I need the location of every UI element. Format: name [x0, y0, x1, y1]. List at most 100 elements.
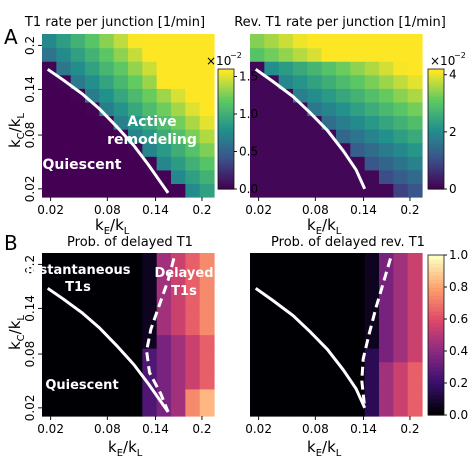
heatmap-cell: [336, 253, 351, 268]
heatmap-cell: [171, 253, 186, 268]
heatmap-cell: [142, 115, 158, 130]
heatmap-cell: [113, 266, 129, 281]
heatmap-cell: [321, 361, 337, 376]
colorbar-b-swatch: [428, 339, 444, 344]
heatmap-cell: [379, 74, 394, 89]
heatmap-cell: [128, 88, 143, 103]
heatmap-cell: [85, 129, 100, 144]
colorbar-a1-swatch: [218, 165, 234, 169]
heatmap-cell: [199, 88, 215, 103]
heatmap-rev-t1-rate: [250, 34, 423, 198]
heatmap-cell: [199, 388, 215, 404]
heatmap-cell: [99, 183, 115, 198]
annotation-instantaneous: Instantaneous: [25, 263, 130, 278]
heatmap-cell: [336, 334, 351, 349]
heatmap-cell: [42, 115, 57, 130]
svg-text:kE/kL: kE/kL: [108, 438, 143, 459]
heatmap-cell: [156, 183, 172, 198]
heatmap-cell: [350, 101, 366, 117]
x-tick-label-b1: 0.08: [94, 422, 121, 436]
heatmap-cell: [250, 74, 265, 89]
heatmap-cell: [85, 375, 100, 390]
heatmap-cell: [156, 47, 172, 62]
colorbar-b-swatch: [428, 351, 444, 356]
heatmap-cell: [99, 375, 115, 390]
heatmap-cell: [393, 88, 409, 103]
heatmap-prob-delayed-rev-t1: [250, 253, 423, 417]
heatmap-cell: [278, 320, 294, 336]
heatmap-cell: [393, 183, 409, 198]
heatmap-cell: [364, 34, 380, 49]
colorbar-b-swatch: [428, 343, 444, 348]
colorbar-a2-swatch: [428, 138, 444, 142]
heatmap-cell: [379, 156, 394, 171]
x-tick-label-a2: 0.14: [350, 203, 377, 217]
heatmap-cell: [171, 348, 186, 363]
heatmap-cell: [42, 74, 57, 89]
heatmap-cell: [99, 293, 115, 308]
x-tick-label-a2: 0.2: [400, 203, 419, 217]
heatmap-cell: [293, 169, 308, 185]
heatmap-cell: [85, 115, 100, 130]
heatmap-cell: [278, 388, 294, 404]
colorbar-a1-swatch: [218, 81, 234, 85]
heatmap-cell: [393, 334, 409, 349]
colorbar-b-swatch: [428, 407, 444, 412]
heatmap-cell: [321, 266, 337, 281]
heatmap-cell: [171, 61, 186, 76]
heatmap-cell: [407, 253, 423, 268]
heatmap-cell: [171, 280, 186, 295]
colorbar-b-tick-label: 0.0: [449, 408, 468, 422]
colorbar-a2-swatch: [428, 186, 444, 190]
heatmap-cell: [185, 361, 201, 376]
heatmap-cell: [407, 142, 423, 157]
heatmap-cell: [56, 88, 72, 103]
heatmap-cell: [171, 156, 186, 171]
heatmap-cell: [321, 156, 337, 171]
heatmap-cell: [364, 74, 380, 89]
heatmap-cell: [70, 156, 86, 171]
colorbar-b-tick-label: 0.6: [449, 312, 468, 326]
heatmap-cell: [185, 101, 201, 117]
heatmap-cell: [364, 115, 380, 130]
annotation-instantaneous-t1s: T1s: [65, 280, 91, 295]
colorbar-a1-swatch: [218, 153, 234, 157]
heatmap-cell: [336, 320, 351, 336]
heatmap-cell: [379, 253, 394, 268]
heatmap-cell: [128, 47, 143, 62]
ylabel-a: kC/kL: [6, 113, 27, 148]
heatmap-cell: [336, 266, 351, 281]
heatmap-cell: [264, 169, 280, 185]
heatmap-cell: [56, 61, 72, 76]
heatmap-cell: [142, 74, 158, 89]
svg-text:−2: −2: [230, 51, 242, 60]
colorbar-b-swatch: [428, 303, 444, 308]
heatmap-cell: [56, 142, 72, 157]
colorbar-b-swatch: [428, 363, 444, 368]
heatmap-cell: [407, 334, 423, 349]
heatmap-cell: [156, 142, 172, 157]
heatmap-cell: [113, 361, 129, 376]
heatmap-cell: [156, 129, 172, 144]
heatmap-cell: [185, 183, 201, 198]
heatmap-cell: [379, 334, 394, 349]
heatmap-cell: [199, 115, 215, 130]
heatmap-cell: [278, 47, 294, 62]
heatmap-cell: [350, 280, 366, 295]
heatmap-cell: [278, 101, 294, 117]
colorbar-a1-swatch: [218, 102, 234, 106]
colorbar-a1-swatch: [218, 111, 234, 115]
heatmap-cell: [99, 34, 115, 49]
heatmap-cell: [171, 129, 186, 144]
heatmap-cell: [264, 142, 280, 157]
heatmap-cell: [85, 402, 100, 417]
y-tick-label-b1: 0.02: [23, 394, 37, 421]
heatmap-cell: [379, 34, 394, 49]
colorbar-a2-swatch: [428, 72, 444, 76]
svg-text:−2: −2: [454, 51, 466, 60]
heatmap-cell: [393, 253, 409, 268]
heatmap-t1-rate: [42, 34, 215, 198]
heatmap-cell: [185, 156, 201, 171]
heatmap-cell: [85, 74, 100, 89]
svg-text:kE/kL: kE/kL: [307, 438, 342, 459]
